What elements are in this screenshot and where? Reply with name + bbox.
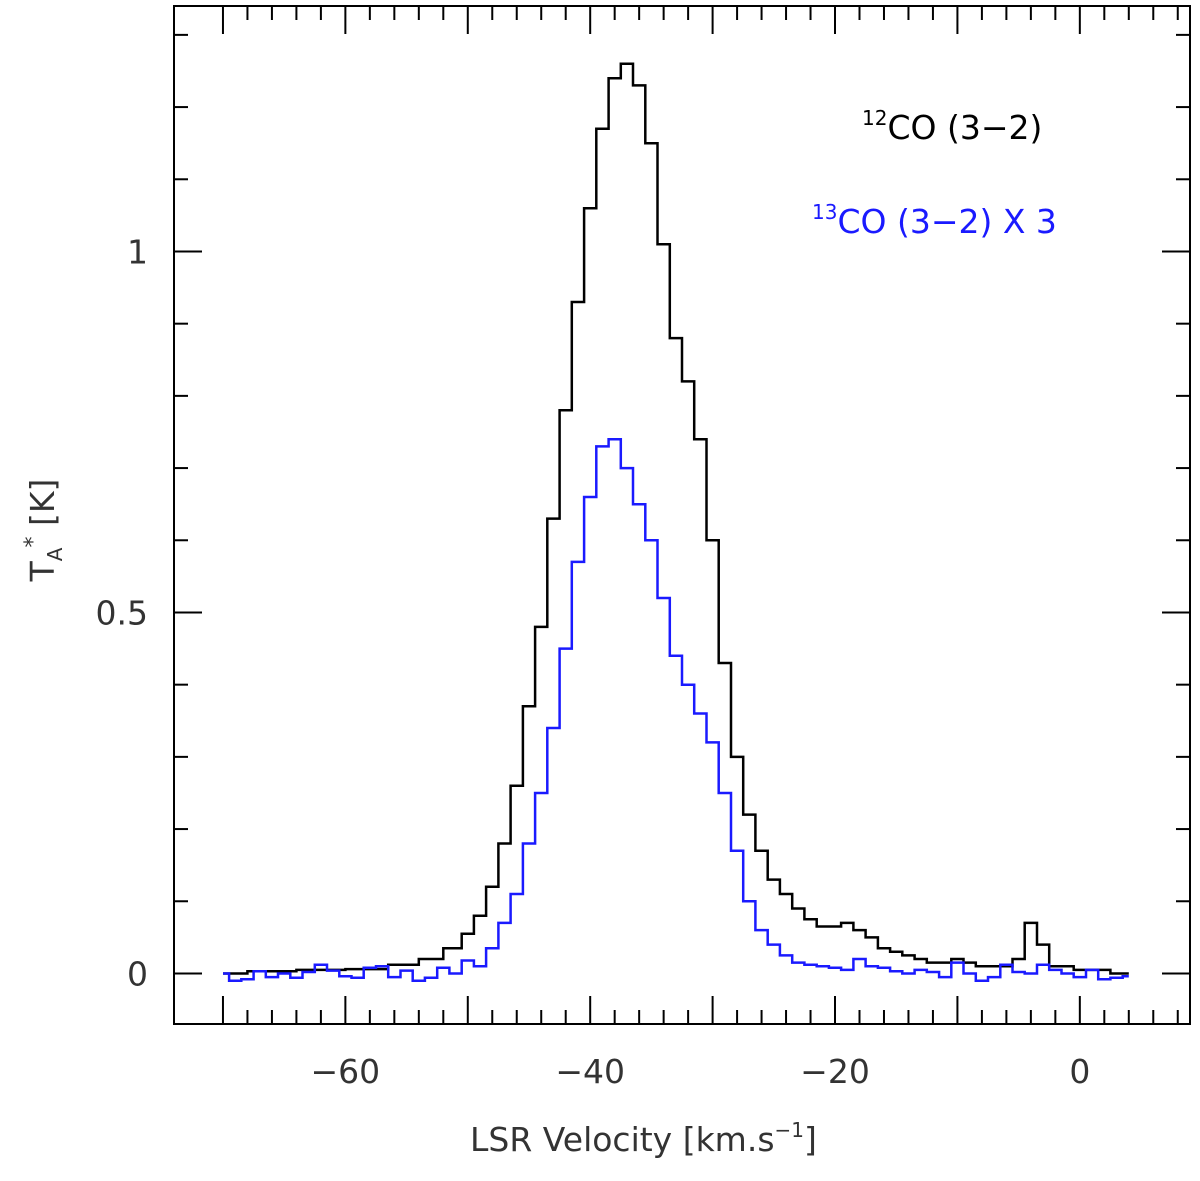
legend-12co-isotope: 12 [862,106,888,130]
y-tick-label: 0 [127,954,148,993]
y-tick-label: 1 [127,232,148,271]
legend-13co: 13CO (3−2) X 3 [812,200,1057,241]
x-tick-label: −20 [800,1052,870,1091]
legend-12co: 12CO (3−2) [862,106,1042,147]
plot-frame [173,5,1191,1025]
x-axis-label-main: LSR Velocity [km.s [470,1120,775,1159]
y-tick-label: 0.5 [96,593,148,632]
legend-13co-isotope: 13 [812,200,838,224]
series-13co-line [223,437,1129,982]
legend-13co-text: CO (3−2) X 3 [837,202,1057,241]
tick-labels: −60 −40 −20 0 0 0.5 1 [96,232,1091,1091]
x-axis-label-close: ] [804,1120,817,1159]
y-axis-label-star: * [21,536,46,548]
x-axis-label-exponent: −1 [774,1118,804,1142]
series-12co-line [223,62,1129,975]
axis-ticks [174,6,1190,1024]
legend-12co-text: CO (3−2) [887,108,1043,147]
x-axis-label: LSR Velocity [km.s−1] [470,1118,817,1159]
x-tick-label: −60 [311,1052,381,1091]
series-layer [223,62,1129,982]
y-axis-label: TA* [K] [21,479,67,582]
y-axis-label-sub: A [43,547,67,562]
x-tick-label: 0 [1069,1052,1090,1091]
x-tick-label: −40 [555,1052,625,1091]
y-axis-label-main: T [23,561,62,582]
y-axis-label-unit: [K] [23,478,62,537]
